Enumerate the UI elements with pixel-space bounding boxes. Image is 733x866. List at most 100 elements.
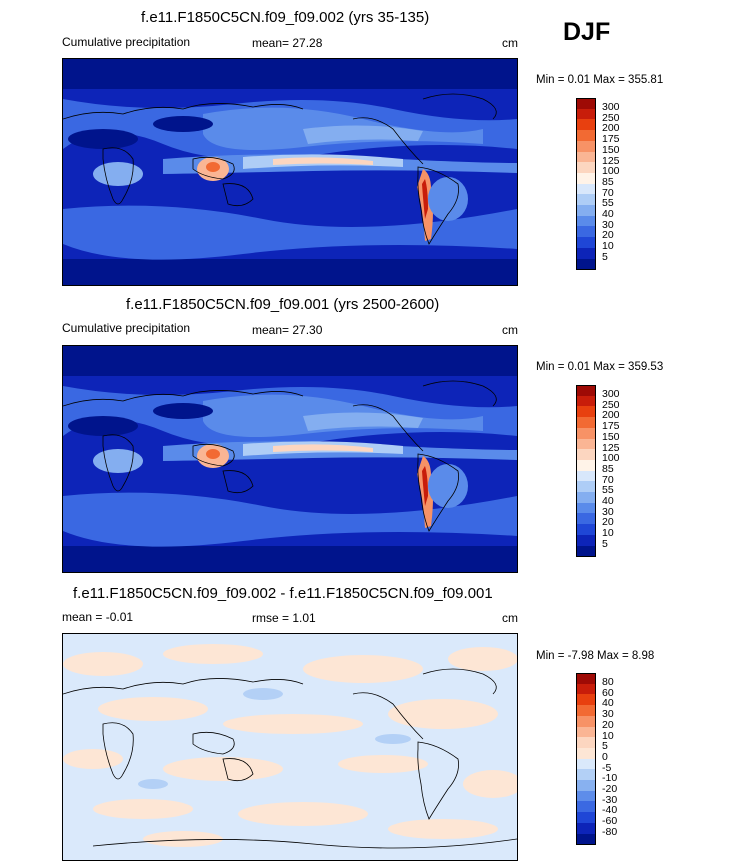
colorbar-swatch [576,683,596,695]
panel3-map-svg [63,634,517,860]
colorbar-swatch [576,130,596,142]
panel3-colorbar-tick: 40 [602,697,614,710]
panel2-colorbar-tick: 10 [602,527,614,540]
panel1-colorbar-tick: 300 [602,101,620,113]
panel3-colorbar-tick: -80 [602,825,618,838]
panel3-colorbar-tick: -5 [602,761,612,774]
panel1-colorbar-tick: 5 [602,250,608,263]
panel1-colorbar-tick: 85 [602,175,614,188]
colorbar-swatch [576,427,596,439]
panel3-mean: mean = -0.01 [62,610,134,624]
panel3-colorbar-tick: -20 [602,783,618,795]
panel2-colorbar-tick: 200 [602,409,620,422]
colorbar-swatch [576,470,596,482]
panel3-colorbar-tick: -40 [602,804,618,817]
colorbar-swatch [576,247,596,259]
colorbar-swatch [576,417,596,429]
colorbar-swatch [576,492,596,504]
colorbar-swatch [576,812,596,824]
colorbar-swatch [576,833,596,845]
panel3-colorbar-tick: -60 [602,815,618,828]
colorbar-swatch [576,513,596,525]
panel1-units: cm [502,36,518,50]
panel3-colorbar-tick: 10 [602,729,614,742]
panel1-minmax: Min = 0.01 Max = 355.81 [536,74,664,86]
panel1-colorbar-tick: 125 [602,154,620,167]
colorbar-swatch [576,438,596,450]
colorbar-swatch [576,459,596,472]
colorbar-swatch [576,406,596,418]
colorbar-swatch [576,705,596,717]
panel2-colorbar-tick: 85 [602,462,614,475]
panel2-colorbar-tick: 30 [602,505,614,518]
colorbar-swatch [576,769,596,781]
colorbar-swatch [576,385,596,397]
colorbar-swatch [576,108,596,120]
panel1-title: f.e11.F1850C5CN.f09_f09.002 (yrs 35-135) [141,9,430,26]
colorbar-swatch [576,98,596,110]
panel3-units: cm [502,611,518,625]
panel3-rmse: rmse = 1.01 [252,611,316,625]
panel2-colorbar-tick: 300 [602,388,620,400]
panel3-colorbar-tick: 60 [602,686,614,699]
colorbar-swatch [576,545,596,557]
panel3-title: f.e11.F1850C5CN.f09_f09.002 - f.e11.F185… [73,585,493,602]
colorbar-swatch [576,673,596,685]
colorbar-swatch [576,449,596,461]
panel1-colorbar-tick: 250 [602,111,620,124]
panel1-colorbar-tick: 40 [602,208,614,220]
colorbar-swatch [576,226,596,238]
colorbar-swatch [576,172,596,185]
panel2-field-label: Cumulative precipitation [62,321,191,335]
colorbar-swatch [576,140,596,152]
panel2-colorbar-tick: 40 [602,495,614,507]
colorbar-swatch [576,237,596,249]
colorbar-swatch [576,822,596,834]
colorbar-swatch [576,481,596,493]
panel1-colorbar-tick: 200 [602,122,620,135]
panel2-colorbar-tick: 150 [602,430,620,443]
colorbar-swatch [576,534,596,546]
colorbar-swatch [576,502,596,514]
panel2-map [62,345,518,573]
panel3-colorbar-tick: 5 [602,740,608,753]
panel2-colorbar-tick: 100 [602,452,620,465]
colorbar-swatch [576,162,596,174]
colorbar-swatch [576,758,596,770]
panel1-map-svg [63,59,517,285]
colorbar-swatch [576,790,596,802]
panel3-colorbar-tick: 80 [602,676,614,688]
panel1-colorbar-tick: 150 [602,143,620,156]
panel1-colorbar-tick: 30 [602,218,614,231]
panel2-colorbar-tick: 20 [602,516,614,529]
colorbar-swatch [576,747,596,760]
panel3-colorbar-tick: 20 [602,718,614,731]
panel1-colorbar-tick: 100 [602,165,620,178]
panel2-mean: mean= 27.30 [252,323,323,337]
colorbar-swatch [576,737,596,749]
colorbar-swatch [576,801,596,813]
panel3-colorbar-tick: -10 [602,772,618,785]
colorbar-swatch [576,780,596,792]
colorbar-swatch [576,524,596,536]
colorbar-swatch [576,694,596,706]
panel1-colorbar-tick: 10 [602,240,614,253]
panel3-minmax: Min = -7.98 Max = 8.98 [536,650,655,662]
panel2-minmax: Min = 0.01 Max = 359.53 [536,361,664,373]
panel3-colorbar-tick: -30 [602,793,618,806]
panel3-colorbar-tick: 30 [602,708,614,721]
panel2-title: f.e11.F1850C5CN.f09_f09.001 (yrs 2500-26… [126,296,440,313]
panel1-field-label: Cumulative precipitation [62,35,191,49]
panel2-colorbar-tick: 70 [602,473,614,486]
colorbar-swatch [576,715,596,727]
panel1-mean: mean= 27.28 [252,36,323,50]
panel1-map [62,58,518,286]
panel1-colorbar-tick: 175 [602,133,620,146]
colorbar-swatch [576,215,596,227]
panel3-map [62,633,518,861]
colorbar-swatch [576,183,596,195]
panel2-colorbar-tick: 5 [602,537,608,550]
panel2-colorbar-tick: 125 [602,441,620,454]
panel3-colorbar-tick: 0 [602,750,608,763]
panel2-colorbar-tick: 175 [602,420,620,433]
